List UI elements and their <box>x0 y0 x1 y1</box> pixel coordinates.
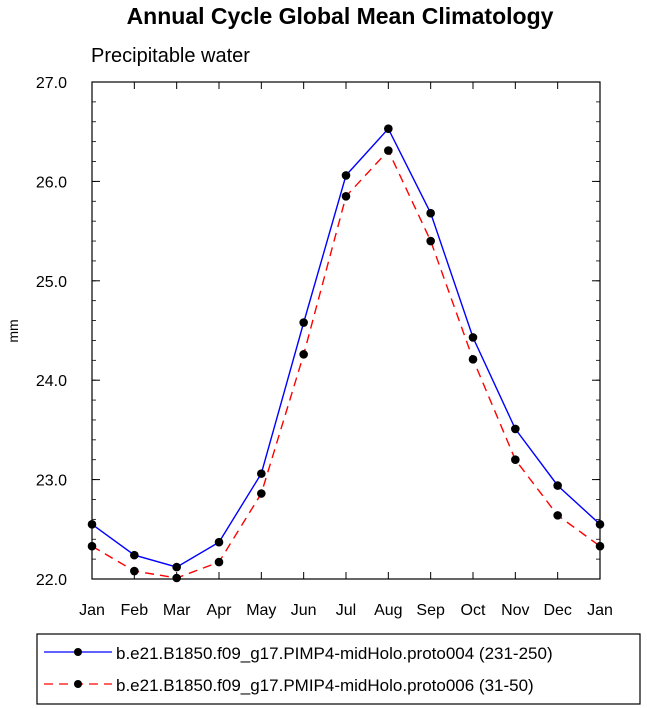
series-1-point <box>384 124 393 134</box>
x-tick-label: Aug <box>374 602 402 619</box>
axis-ticks: Jan Feb Mar Apr May Jun Jul Aug Sep Oct Nov Dec Jan 2… <box>36 75 613 619</box>
x-tick-label: Jul <box>336 602 356 619</box>
series-2-point <box>511 455 520 465</box>
x-tick-label: Mar <box>163 602 191 619</box>
series-1-point <box>257 469 266 478</box>
series-2-point <box>384 146 393 155</box>
chart-subtitle: Precipitable water <box>91 45 250 67</box>
y-tick-label: 24.0 <box>36 373 67 390</box>
y-axis-label: mm <box>5 319 21 342</box>
series-2-point <box>553 511 562 520</box>
series-1-point <box>130 550 139 560</box>
x-tick-label: Jun <box>291 602 317 619</box>
x-tick-label: Feb <box>121 602 149 619</box>
y-tick-label: 26.0 <box>36 174 67 191</box>
x-tick-label: Apr <box>207 602 233 619</box>
x-tick-label: Sep <box>416 602 445 619</box>
chart-title: Annual Cycle Global Mean Climatology <box>127 3 554 29</box>
series-1-point <box>553 481 562 490</box>
legend-marker-series-1 <box>74 648 82 656</box>
legend-label-series-2: b.e21.B1850.f09_g17.PMIP4-midHolo.proto0… <box>116 676 534 695</box>
x-tick-label: May <box>246 602 276 619</box>
series-2-point <box>468 355 478 364</box>
legend-label-series-1: b.e21.B1850.f09_g17.PIMP4-midHolo.proto0… <box>116 644 553 663</box>
series-1-point <box>214 537 224 547</box>
y-tick-label: 27.0 <box>36 75 67 92</box>
series-2-point <box>595 541 605 551</box>
y-tick-label: 22.0 <box>36 572 67 589</box>
x-tick-label: Nov <box>501 602 529 619</box>
series-layer <box>87 124 605 583</box>
y-tick-label: 25.0 <box>36 274 67 291</box>
series-2-point <box>299 350 308 359</box>
series-2-point <box>257 489 266 498</box>
series-2-point <box>87 541 97 551</box>
plot-frame <box>91 81 601 580</box>
series-line-2 <box>91 149 601 579</box>
series-1-point <box>172 562 181 572</box>
legend-marker-series-2 <box>74 680 82 688</box>
series-2-point <box>214 557 224 567</box>
x-tick-label: Jan <box>79 602 105 619</box>
series-1-point <box>511 424 520 434</box>
x-tick-label: Jan <box>587 602 613 619</box>
series-1-point <box>87 520 97 529</box>
series-2-point <box>130 566 139 576</box>
x-tick-label: Dec <box>543 602 571 619</box>
series-2-point <box>426 236 435 246</box>
series-2-point <box>341 192 351 201</box>
series-1-point <box>426 208 435 218</box>
series-1-point <box>299 318 308 327</box>
series-2-point <box>172 573 181 583</box>
x-tick-label: Oct <box>461 602 486 619</box>
y-tick-label: 23.0 <box>36 473 67 490</box>
series-1-point <box>341 171 351 180</box>
series-1-point <box>468 333 478 342</box>
series-1-point <box>595 520 605 529</box>
legend-box <box>36 633 641 705</box>
